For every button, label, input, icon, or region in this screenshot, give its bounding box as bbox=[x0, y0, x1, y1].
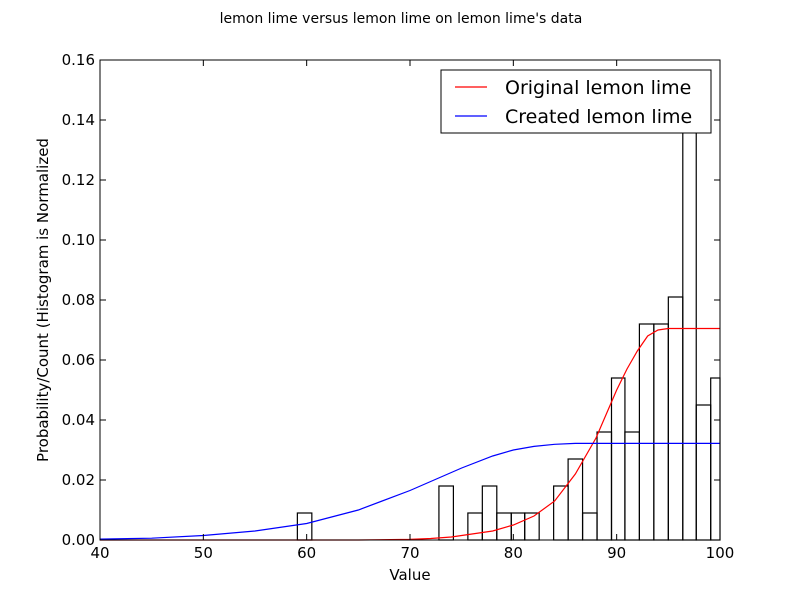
y-tick-label: 0.08 bbox=[62, 291, 95, 309]
y-tick-label: 0.16 bbox=[62, 51, 95, 69]
x-tick-label: 40 bbox=[90, 544, 109, 562]
x-tick-label: 100 bbox=[706, 544, 735, 562]
x-tick-label: 70 bbox=[400, 544, 419, 562]
legend-label: Created lemon lime bbox=[505, 106, 692, 128]
y-tick-label: 0.10 bbox=[62, 231, 95, 249]
y-tick-label: 0.02 bbox=[62, 471, 95, 489]
x-tick-label: 80 bbox=[504, 544, 523, 562]
plot-frame bbox=[100, 60, 720, 540]
y-tick-label: 0.06 bbox=[62, 351, 95, 369]
legend: Original lemon lime Created lemon lime bbox=[440, 69, 712, 134]
x-tick-label: 50 bbox=[194, 544, 213, 562]
x-axis-label: Value bbox=[389, 566, 430, 584]
series-line-2 bbox=[99, 442, 720, 540]
y-tick-label: 0.14 bbox=[62, 111, 95, 129]
y-tick-label: 0.12 bbox=[62, 171, 95, 189]
y-axis-ticks: 0.00 0.02 0.04 0.06 0.08 0.10 0.12 0.14 0.16 bbox=[62, 51, 720, 549]
y-tick-label: 0.00 bbox=[62, 531, 95, 549]
x-tick-label: 60 bbox=[297, 544, 316, 562]
x-axis-ticks: 40 50 60 70 80 90 100 bbox=[90, 60, 734, 562]
legend-label: Original lemon lime bbox=[505, 77, 691, 99]
chart-title: lemon lime versus lemon lime on lemon li… bbox=[220, 11, 583, 27]
plot-area bbox=[100, 60, 720, 540]
y-tick-label: 0.04 bbox=[62, 411, 95, 429]
legend-box bbox=[440, 69, 712, 134]
y-axis-label: Probability/Count (Histogram is Normaliz… bbox=[34, 138, 52, 462]
x-tick-label: 90 bbox=[607, 544, 626, 562]
